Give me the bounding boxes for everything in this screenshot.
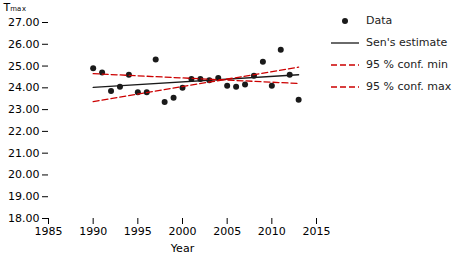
svg-text:27.00: 27.00 <box>8 16 40 29</box>
svg-text:2005: 2005 <box>213 225 241 238</box>
svg-text:24.00: 24.00 <box>8 81 40 94</box>
svg-text:19.00: 19.00 <box>8 190 40 203</box>
html-text:Sen's estimate: Sen's estimate <box>366 36 448 49</box>
svg-text:Tₘₐₓ: Tₘₐₓ <box>3 1 27 14</box>
svg-text:26.00: 26.00 <box>8 38 40 51</box>
svg-text:23.00: 23.00 <box>8 103 40 116</box>
svg-text:21.00: 21.00 <box>8 147 40 160</box>
svg-text:2015: 2015 <box>303 225 331 238</box>
svg-text:1985: 1985 <box>35 225 63 238</box>
svg-text:Year: Year <box>170 242 195 254</box>
svg-text:2000: 2000 <box>169 225 197 238</box>
svg-text:20.00: 20.00 <box>8 168 40 181</box>
svg-text:22.00: 22.00 <box>8 125 40 138</box>
svg-text:2010: 2010 <box>258 225 286 238</box>
svg-text:25.00: 25.00 <box>8 60 40 73</box>
html-text:95 % conf. max: 95 % conf. max <box>366 80 452 93</box>
svg-text:18.00: 18.00 <box>8 212 40 225</box>
svg-text:1995: 1995 <box>124 225 152 238</box>
html-text:Data: Data <box>366 14 393 27</box>
svg-text:1990: 1990 <box>79 225 107 238</box>
html-text:95 % conf. min: 95 % conf. min <box>366 58 448 71</box>
